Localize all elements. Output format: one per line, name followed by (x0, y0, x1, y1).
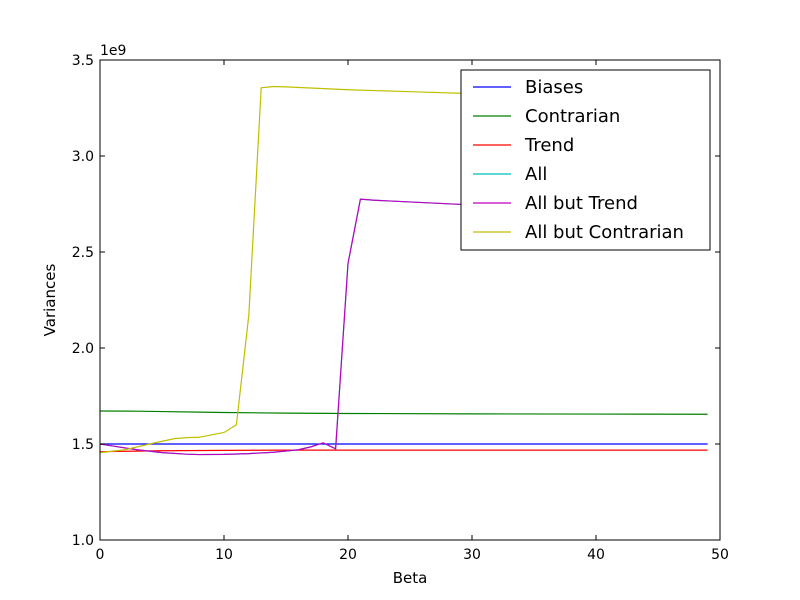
y-tick-label: 3.0 (72, 149, 94, 165)
y-tick-label: 1.0 (72, 533, 94, 549)
series-layer (99, 85, 708, 456)
legend-label: Biases (525, 77, 583, 98)
x-tick-label: 40 (587, 547, 605, 563)
y-tick-label: 1.5 (72, 437, 94, 453)
x-tick-label: 10 (215, 547, 233, 563)
series-line-trend (99, 449, 708, 453)
legend-label: All but Trend (525, 193, 638, 214)
x-tick-label: 50 (711, 547, 729, 563)
x-axis-label: Beta (393, 569, 428, 587)
series-line-contrarian (99, 410, 708, 415)
y-tick-label: 3.5 (72, 53, 94, 69)
x-tick-label: 20 (339, 547, 357, 563)
legend-label: Trend (524, 135, 574, 156)
y-axis: 1.0 1.5 2.0 2.5 3.0 3.5 (72, 53, 720, 549)
y-tick-label: 2.5 (72, 245, 94, 261)
x-tick-label: 0 (96, 547, 105, 563)
legend-label: All but Contrarian (525, 222, 684, 243)
y-multiplier-label: 1e9 (100, 43, 126, 59)
legend: Biases Contrarian Trend All All but Trend All… (460, 69, 711, 251)
x-tick-label: 30 (463, 547, 481, 563)
legend-label: Contrarian (525, 106, 620, 127)
y-axis-label: Variances (41, 264, 59, 337)
y-tick-label: 2.0 (72, 341, 94, 357)
x-axis: 0 10 20 30 40 50 (96, 60, 729, 563)
series-line-all-but-trend (99, 198, 708, 456)
legend-label: All (525, 164, 547, 185)
plot-frame (99, 59, 721, 541)
legend-box (460, 69, 711, 251)
